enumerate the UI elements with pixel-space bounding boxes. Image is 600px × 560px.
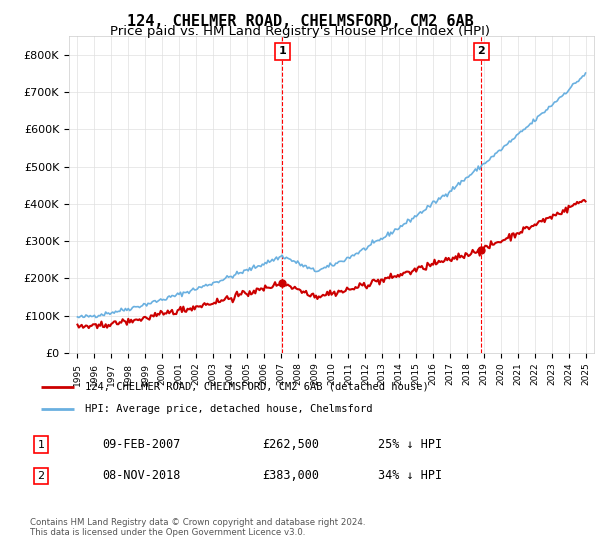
Text: Price paid vs. HM Land Registry's House Price Index (HPI): Price paid vs. HM Land Registry's House … (110, 25, 490, 38)
Text: 124, CHELMER ROAD, CHELMSFORD, CM2 6AB: 124, CHELMER ROAD, CHELMSFORD, CM2 6AB (127, 14, 473, 29)
Text: £383,000: £383,000 (262, 469, 319, 483)
Text: 25% ↓ HPI: 25% ↓ HPI (378, 438, 442, 451)
Text: HPI: Average price, detached house, Chelmsford: HPI: Average price, detached house, Chel… (85, 404, 373, 414)
Text: Contains HM Land Registry data © Crown copyright and database right 2024.
This d: Contains HM Land Registry data © Crown c… (30, 518, 365, 538)
Text: 124, CHELMER ROAD, CHELMSFORD, CM2 6AB (detached house): 124, CHELMER ROAD, CHELMSFORD, CM2 6AB (… (85, 381, 429, 391)
Text: 1: 1 (38, 440, 44, 450)
Text: £262,500: £262,500 (262, 438, 319, 451)
Text: 2: 2 (37, 471, 44, 481)
Text: 1: 1 (278, 46, 286, 57)
Text: 2: 2 (478, 46, 485, 57)
Text: 34% ↓ HPI: 34% ↓ HPI (378, 469, 442, 483)
Text: 08-NOV-2018: 08-NOV-2018 (102, 469, 180, 483)
Text: 09-FEB-2007: 09-FEB-2007 (102, 438, 180, 451)
